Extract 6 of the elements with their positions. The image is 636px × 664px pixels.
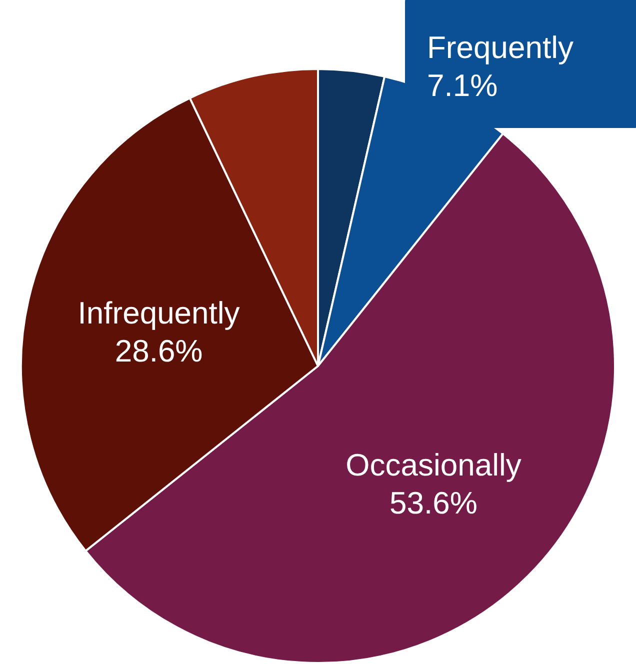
data-label: 28.6% xyxy=(114,333,203,368)
slice-label: Infrequently xyxy=(78,295,240,330)
slice-label: Occasionally xyxy=(346,448,522,483)
data-label: 53.6% xyxy=(390,486,478,521)
data-label: 7.1% xyxy=(427,68,498,103)
slice-label: Frequently xyxy=(427,30,574,65)
